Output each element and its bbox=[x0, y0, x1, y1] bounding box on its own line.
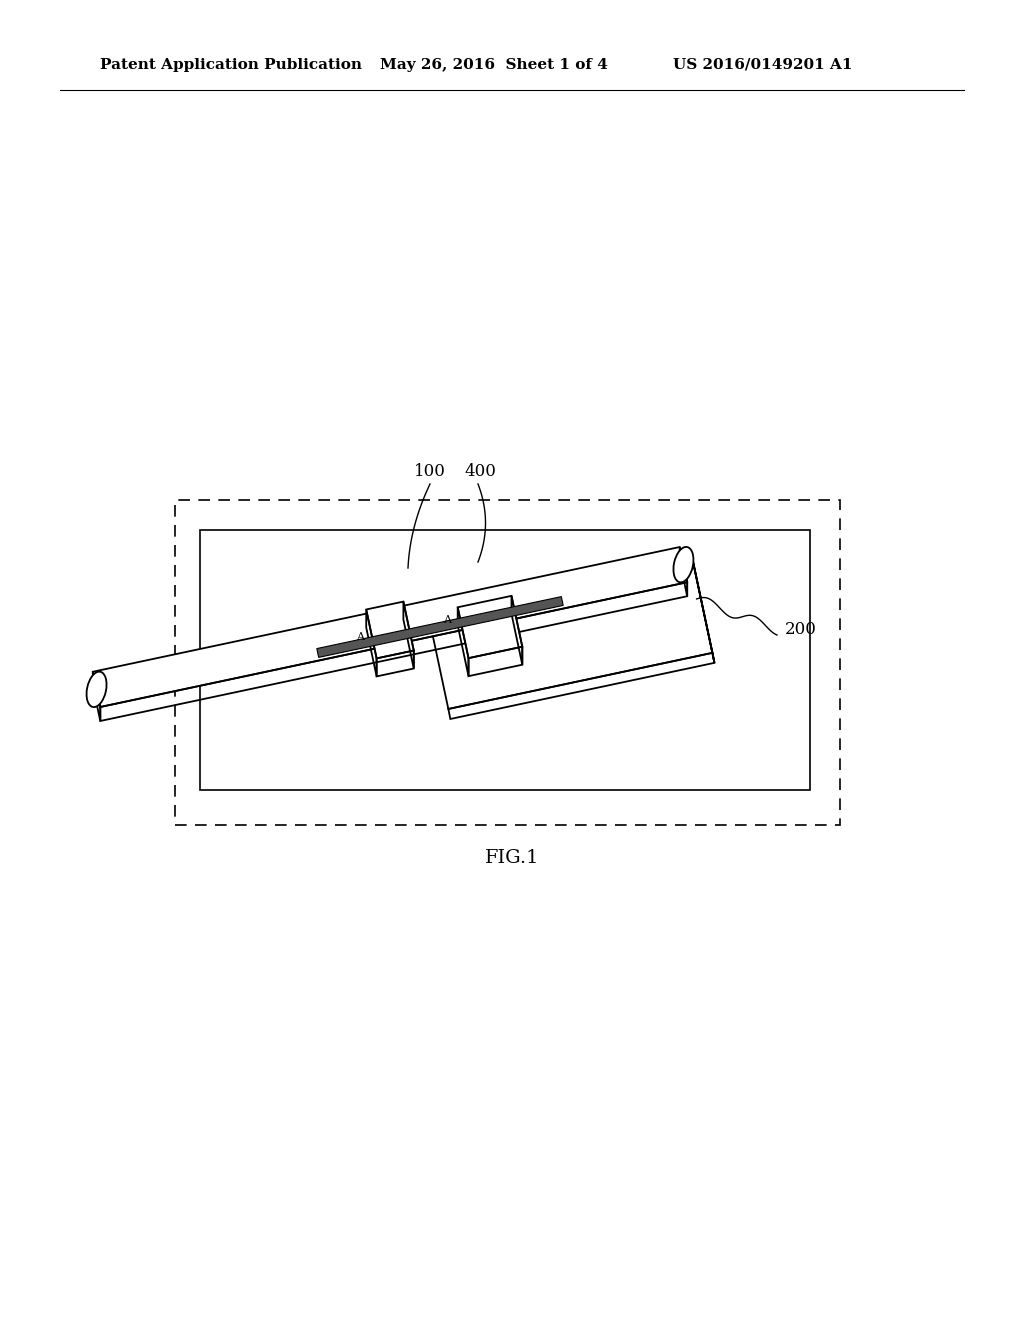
Polygon shape bbox=[428, 554, 713, 709]
Text: A: A bbox=[443, 615, 451, 624]
Polygon shape bbox=[316, 597, 563, 657]
Text: 400: 400 bbox=[464, 463, 496, 480]
Ellipse shape bbox=[674, 546, 693, 582]
Ellipse shape bbox=[87, 672, 106, 708]
Polygon shape bbox=[93, 546, 687, 708]
Text: FIG.1: FIG.1 bbox=[484, 849, 540, 867]
Text: 200: 200 bbox=[785, 622, 817, 639]
Text: 100: 100 bbox=[414, 463, 445, 480]
Text: Patent Application Publication: Patent Application Publication bbox=[100, 58, 362, 73]
Text: May 26, 2016  Sheet 1 of 4: May 26, 2016 Sheet 1 of 4 bbox=[380, 58, 608, 73]
Bar bbox=[175, 500, 840, 825]
Polygon shape bbox=[458, 595, 522, 659]
Text: A: A bbox=[356, 632, 364, 642]
Bar bbox=[200, 531, 810, 789]
Text: US 2016/0149201 A1: US 2016/0149201 A1 bbox=[673, 58, 853, 73]
Polygon shape bbox=[367, 602, 414, 659]
